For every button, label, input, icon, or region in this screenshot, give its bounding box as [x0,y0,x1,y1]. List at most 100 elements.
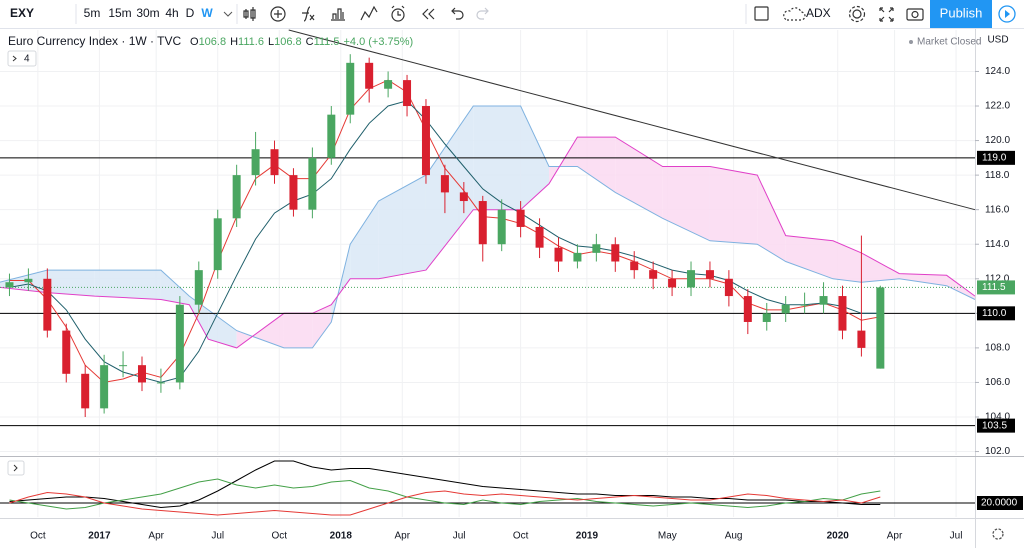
level-label-box [977,418,1015,433]
cloud-fill [160,270,190,305]
candle-body [459,192,468,202]
last-price-box [977,280,1015,295]
symbol[interactable]: EXY [10,6,34,20]
cloud-fill [94,270,161,300]
last-price-label: 111.5 [982,282,1006,293]
play-button[interactable] [998,5,1016,23]
financials-icon[interactable] [331,8,345,21]
x-tick-label: 2019 [576,531,599,542]
ohlc-value: 106.8 [199,36,227,48]
x-tick-label: Oct [513,531,529,542]
candle-body [43,278,52,331]
x-tick-label: 2018 [330,531,353,542]
candle-body [838,296,847,331]
candle-body [308,157,317,210]
candle-body [62,330,71,374]
trendline [288,29,976,211]
y-tick-label: 108.0 [985,343,1010,354]
x-tick-label: 2020 [827,531,850,542]
y-tick-label: 120.0 [985,135,1010,146]
candle-body [119,365,128,367]
templates-icon[interactable] [360,5,378,21]
y-tick-label: 124.0 [985,66,1010,77]
interval-dropdown[interactable] [223,11,233,17]
interval[interactable]: 30m [136,6,159,20]
candle-body [478,201,487,245]
ohlc-legend: O106.8 H111.6 L106.8 C111.5 +4.0 (+3.75%) [190,36,413,48]
candle-body [781,304,790,314]
cloud-fill [378,175,426,279]
currency: USD [987,35,1008,46]
level-label: 110.0 [982,308,1007,319]
candle-body [611,244,620,262]
x-tick-label: Jul [950,531,963,542]
x-tick-label: Apr [887,531,903,542]
candle-body [421,106,430,176]
x-tick-label: Oct [30,531,46,542]
cloud-fill [47,270,95,297]
level-label-box [977,150,1015,165]
x-tick-label: Aug [725,531,743,542]
cloud-fill [425,106,474,271]
replay-icon[interactable] [422,8,435,20]
y-tick-label: 104.0 [985,412,1010,423]
candle-body [327,114,336,158]
ohlc-value: 106.8 [274,36,302,48]
layout-icon[interactable] [754,6,769,21]
indicators-icon[interactable] [302,6,315,22]
ohlc-change: +4.0 (+3.75%) [343,36,413,48]
interval[interactable]: D [186,6,195,20]
settings-gear [848,5,866,23]
cloud-fill [577,137,616,193]
candle-body [535,226,544,248]
y-tick-label: 102.0 [985,446,1010,457]
redo-icon[interactable] [476,7,489,20]
pane-toggle[interactable] [7,460,25,476]
indicator-toggle-icon [12,55,17,62]
x-tick-label: Apr [395,531,411,542]
cloud-fill [861,252,900,283]
candle-body [156,382,165,384]
pane-toggle-icon [13,464,18,472]
interval[interactable]: 15m [108,6,131,20]
y-tick-label: 116.0 [985,204,1010,215]
axis-settings[interactable] [992,528,1004,540]
x-tick-label: Jul [453,531,466,542]
interval[interactable]: W [201,6,213,20]
interval[interactable]: 5m [84,6,101,20]
candle-body [705,270,714,279]
candle-body [743,296,752,322]
undo-icon[interactable] [451,7,464,20]
alert-icon[interactable] [391,8,405,22]
toolbar-icons [243,5,924,23]
candle-body [175,304,184,383]
cloud-fill [833,240,862,283]
cloud-fill [208,309,237,348]
ohlc-value: 111.5 [314,36,340,48]
indicator-toggle[interactable] [7,50,37,67]
cloud-icon[interactable] [783,7,806,21]
candle-body [762,313,771,322]
level-label: 119.0 [982,152,1007,163]
y-tick-label: 118.0 [985,170,1010,181]
candle-body [251,149,260,176]
candle-body [194,270,203,305]
candle-body [876,287,885,369]
snapshot-icon[interactable] [906,8,924,21]
chart-type-icon[interactable] [243,7,256,21]
compare-symbol[interactable]: ADX [806,6,831,20]
compare-icon[interactable] [270,6,286,22]
cloud-fill [899,273,947,286]
candle-body [649,270,658,279]
alert-hands [391,5,405,16]
candle-body [573,252,582,262]
fullscreen-icon[interactable] [879,7,894,22]
interval[interactable]: 4h [165,6,178,20]
cloud-fill [709,166,758,245]
level-label: 103.5 [982,420,1007,431]
publish-button[interactable] [930,0,992,28]
settings-icon[interactable] [852,9,862,19]
ohlc-label: O [190,36,199,48]
indicator-label-box [977,496,1023,510]
